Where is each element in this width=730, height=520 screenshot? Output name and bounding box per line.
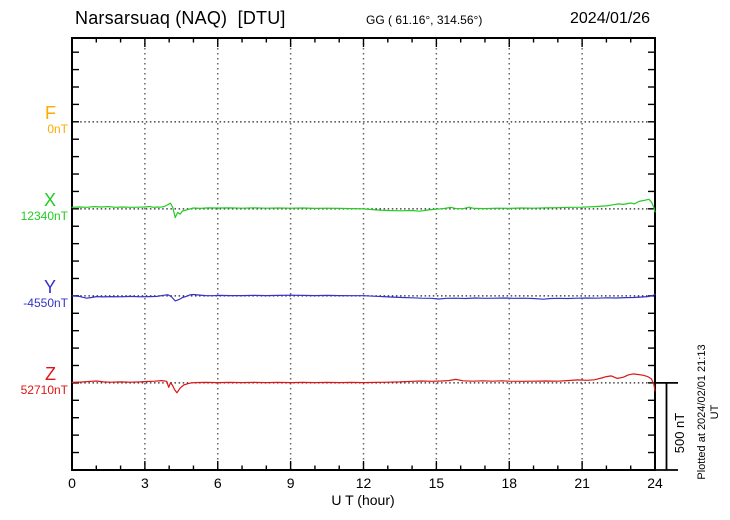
component-letter-F: F: [45, 103, 56, 123]
component-label-F: F 0nT: [6, 104, 68, 136]
trace-X: [71, 198, 656, 219]
x-tick-label: 9: [286, 475, 295, 491]
trace-Y: [71, 293, 656, 302]
x-tick-label: 3: [140, 475, 149, 491]
x-tick-label: 21: [574, 475, 590, 491]
plot-frame: [71, 37, 656, 471]
x-tick-label: 12: [355, 475, 372, 491]
x-tick-label: 6: [213, 475, 222, 491]
x-tick-label: 18: [501, 475, 518, 491]
component-letter-Z: Z: [45, 364, 56, 384]
component-label-Z: Z 52710nT: [6, 365, 68, 397]
geographic-coordinates: GG ( 61.16°, 314.56°): [366, 13, 483, 27]
component-baseline-X: 12340nT: [20, 209, 68, 223]
component-label-X: X 12340nT: [6, 191, 68, 223]
component-label-Y: Y -4550nT: [6, 278, 68, 310]
component-baseline-F: 0nT: [47, 122, 68, 136]
x-tick-label: 0: [68, 475, 76, 491]
component-letter-Y: Y: [43, 277, 56, 297]
component-letter-X: X: [43, 190, 56, 210]
component-baseline-Y: -4550nT: [23, 296, 68, 310]
component-baseline-Z: 52710nT: [20, 383, 68, 397]
scale-bar-label: 500 nT: [672, 412, 687, 454]
trace-Z: [71, 373, 656, 394]
station-title: Narsarsuaq (NAQ) [DTU]: [75, 8, 286, 28]
x-axis-label: U T (hour): [331, 492, 395, 508]
x-tick-label: 24: [647, 475, 663, 491]
plot-date: 2024/01/26: [570, 10, 651, 27]
plotted-at-note: Plotted at 2024/02/01 21:13 UT: [696, 344, 721, 480]
x-tick-label: 15: [428, 475, 445, 491]
